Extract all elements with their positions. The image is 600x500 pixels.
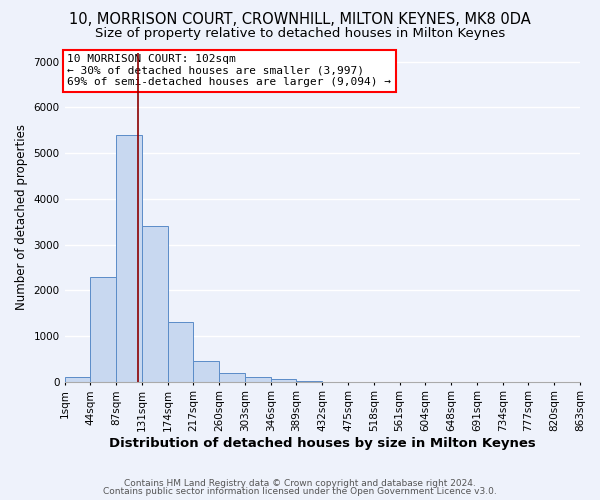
- Text: 10 MORRISON COURT: 102sqm
← 30% of detached houses are smaller (3,997)
69% of se: 10 MORRISON COURT: 102sqm ← 30% of detac…: [67, 54, 391, 88]
- Bar: [167, 322, 193, 382]
- Bar: [91, 276, 116, 382]
- Text: Contains public sector information licensed under the Open Government Licence v3: Contains public sector information licen…: [103, 487, 497, 496]
- Text: Contains HM Land Registry data © Crown copyright and database right 2024.: Contains HM Land Registry data © Crown c…: [124, 478, 476, 488]
- Bar: [271, 379, 296, 382]
- Bar: [142, 226, 167, 382]
- Bar: [219, 372, 245, 382]
- Bar: [116, 135, 142, 382]
- Bar: [65, 377, 91, 382]
- Y-axis label: Number of detached properties: Number of detached properties: [15, 124, 28, 310]
- Bar: [193, 361, 219, 382]
- Text: Size of property relative to detached houses in Milton Keynes: Size of property relative to detached ho…: [95, 28, 505, 40]
- Text: 10, MORRISON COURT, CROWNHILL, MILTON KEYNES, MK8 0DA: 10, MORRISON COURT, CROWNHILL, MILTON KE…: [69, 12, 531, 28]
- X-axis label: Distribution of detached houses by size in Milton Keynes: Distribution of detached houses by size …: [109, 437, 536, 450]
- Bar: [245, 377, 271, 382]
